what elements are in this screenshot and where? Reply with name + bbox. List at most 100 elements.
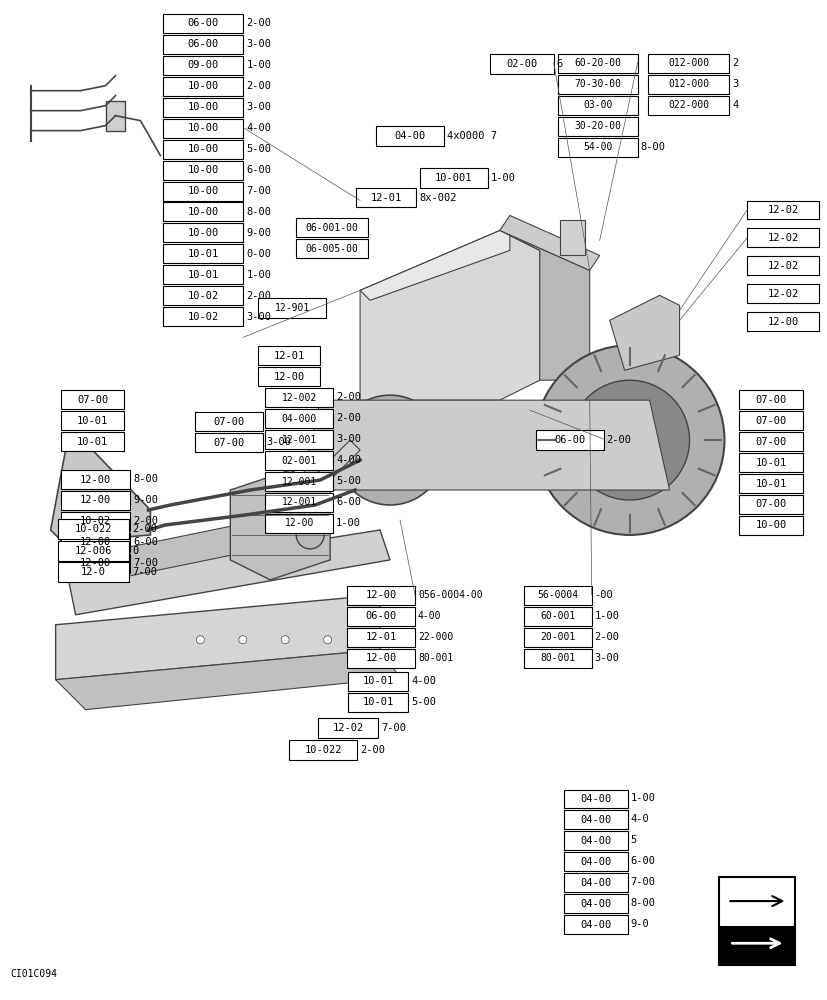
Text: 2-00: 2-00 bbox=[336, 413, 361, 423]
Text: 10-00: 10-00 bbox=[188, 207, 218, 217]
Text: 06-00: 06-00 bbox=[188, 39, 218, 49]
Bar bbox=[563, 894, 627, 913]
Bar bbox=[647, 54, 729, 73]
FancyArrowPatch shape bbox=[729, 896, 782, 906]
Text: 12-006: 12-006 bbox=[74, 546, 112, 556]
Bar bbox=[747, 256, 819, 275]
Bar bbox=[163, 14, 243, 33]
Text: 2-00: 2-00 bbox=[606, 435, 631, 445]
Text: 10-00: 10-00 bbox=[188, 228, 218, 238]
Text: 06-005-00: 06-005-00 bbox=[305, 244, 358, 254]
Text: 6-00: 6-00 bbox=[630, 856, 655, 866]
Text: 12-0: 12-0 bbox=[81, 567, 106, 577]
Text: 07-00: 07-00 bbox=[213, 438, 245, 448]
Polygon shape bbox=[500, 215, 599, 270]
Polygon shape bbox=[69, 530, 390, 615]
Text: 04-00: 04-00 bbox=[580, 836, 610, 846]
Bar bbox=[739, 495, 802, 514]
Text: 09-00: 09-00 bbox=[188, 60, 218, 70]
Bar bbox=[265, 472, 332, 491]
Text: 10-02: 10-02 bbox=[80, 516, 111, 526]
Text: 3-00: 3-00 bbox=[246, 39, 271, 49]
Text: 12-00: 12-00 bbox=[80, 537, 111, 547]
Text: 04-00: 04-00 bbox=[580, 857, 610, 867]
Text: 9-00: 9-00 bbox=[133, 495, 158, 505]
Bar bbox=[265, 493, 332, 512]
Bar bbox=[347, 586, 414, 605]
Bar bbox=[60, 411, 124, 430]
Text: 06-00: 06-00 bbox=[365, 611, 396, 621]
Text: 07-00: 07-00 bbox=[755, 499, 786, 509]
Bar bbox=[523, 628, 591, 647]
Text: 12-02: 12-02 bbox=[767, 261, 798, 271]
Bar bbox=[60, 554, 131, 573]
Text: 10-01: 10-01 bbox=[755, 458, 786, 468]
Text: 07-00: 07-00 bbox=[755, 395, 786, 405]
Text: 04-000: 04-000 bbox=[281, 414, 317, 424]
Text: 2-00: 2-00 bbox=[594, 632, 619, 642]
Bar bbox=[163, 98, 243, 117]
Text: 4-00: 4-00 bbox=[410, 676, 436, 686]
FancyArrowPatch shape bbox=[731, 939, 778, 948]
Text: 1-00: 1-00 bbox=[594, 611, 619, 621]
Text: 80-001: 80-001 bbox=[418, 653, 452, 663]
Bar bbox=[60, 533, 131, 552]
Text: 12-01: 12-01 bbox=[365, 632, 396, 642]
Polygon shape bbox=[360, 220, 509, 300]
Bar bbox=[559, 220, 584, 255]
Text: 8-00: 8-00 bbox=[246, 207, 271, 217]
Text: 10-022: 10-022 bbox=[304, 745, 342, 755]
Text: 07-00: 07-00 bbox=[213, 417, 245, 427]
Text: 9-0: 9-0 bbox=[630, 919, 648, 929]
Circle shape bbox=[335, 395, 444, 505]
Text: 7-00: 7-00 bbox=[630, 877, 655, 887]
Text: 6-00: 6-00 bbox=[336, 497, 361, 507]
Text: 06-00: 06-00 bbox=[553, 435, 585, 445]
Text: 12-02: 12-02 bbox=[767, 233, 798, 243]
Bar bbox=[747, 312, 819, 331]
Text: 0: 0 bbox=[132, 546, 139, 556]
Text: CI01C094: CI01C094 bbox=[11, 969, 58, 979]
Bar bbox=[747, 284, 819, 303]
Bar bbox=[60, 512, 131, 531]
Bar bbox=[563, 790, 627, 808]
Polygon shape bbox=[55, 650, 399, 710]
Text: 20-001: 20-001 bbox=[539, 632, 575, 642]
Text: 12-00: 12-00 bbox=[273, 372, 304, 382]
Bar bbox=[296, 218, 368, 237]
Text: 12-02: 12-02 bbox=[332, 723, 363, 733]
Text: 10-00: 10-00 bbox=[755, 520, 786, 530]
Circle shape bbox=[534, 345, 724, 535]
Text: 2: 2 bbox=[732, 58, 738, 68]
Text: 7-00: 7-00 bbox=[133, 558, 158, 568]
Bar bbox=[739, 390, 802, 409]
Text: 7-00: 7-00 bbox=[380, 723, 405, 733]
Text: 10-02: 10-02 bbox=[188, 291, 218, 301]
Text: 2-00: 2-00 bbox=[246, 81, 271, 91]
Bar bbox=[163, 307, 243, 326]
Bar bbox=[557, 96, 637, 115]
Text: 3-00: 3-00 bbox=[336, 434, 361, 444]
Bar bbox=[163, 286, 243, 305]
Bar bbox=[265, 409, 332, 428]
Bar bbox=[58, 541, 129, 561]
Bar bbox=[163, 161, 243, 180]
Bar bbox=[563, 810, 627, 829]
Text: 6: 6 bbox=[556, 59, 562, 69]
Bar bbox=[557, 138, 637, 157]
Bar bbox=[163, 119, 243, 138]
Circle shape bbox=[360, 420, 419, 480]
Circle shape bbox=[569, 380, 689, 500]
Text: 4-0: 4-0 bbox=[630, 814, 648, 824]
Text: 04-00: 04-00 bbox=[394, 131, 425, 141]
Text: 10-00: 10-00 bbox=[188, 165, 218, 175]
Bar bbox=[739, 516, 802, 535]
Bar bbox=[523, 649, 591, 668]
Bar bbox=[563, 852, 627, 871]
Bar bbox=[535, 430, 603, 450]
Text: 3-00: 3-00 bbox=[246, 312, 271, 322]
Text: 10-00: 10-00 bbox=[188, 123, 218, 133]
Bar bbox=[265, 430, 332, 449]
Circle shape bbox=[238, 636, 246, 644]
Bar bbox=[258, 346, 320, 365]
